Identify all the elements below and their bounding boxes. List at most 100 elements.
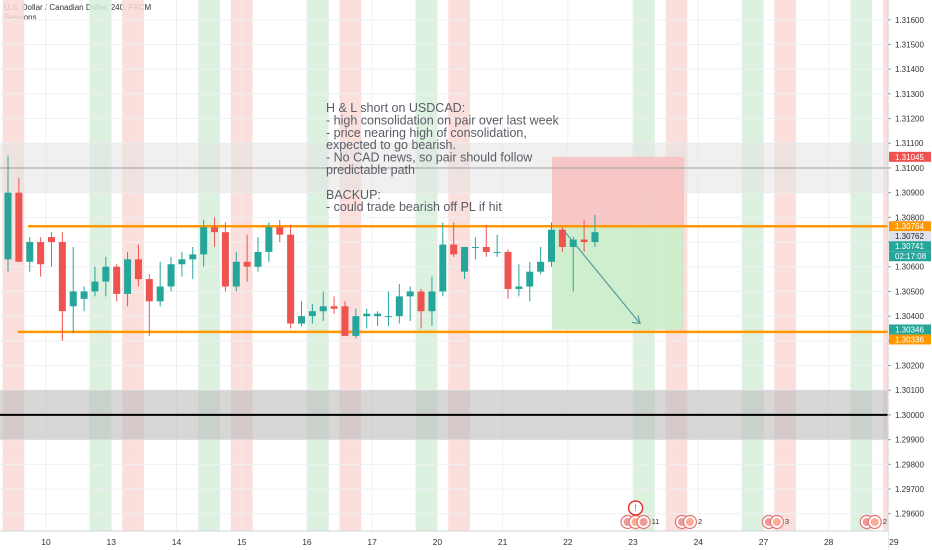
candle-body bbox=[232, 261, 240, 287]
event-flag bbox=[772, 518, 781, 526]
candle-body bbox=[58, 242, 66, 312]
candle-body bbox=[569, 239, 577, 247]
candle-body bbox=[15, 192, 23, 262]
candle-body bbox=[504, 251, 512, 289]
price-tick-label: 1.31300 bbox=[895, 90, 924, 99]
session-band bbox=[774, 0, 797, 531]
candle-body bbox=[178, 259, 186, 265]
candle-body bbox=[461, 246, 469, 272]
candle-body bbox=[341, 306, 349, 336]
candle-body bbox=[200, 227, 208, 255]
time-tick-label: 17 bbox=[367, 537, 377, 547]
candle-body bbox=[124, 259, 132, 294]
price-axis: 1.31600 1.31500 1.31400 1.31300 1.31200 1.311… bbox=[887, 0, 932, 550]
note-line: BACKUP: bbox=[326, 188, 381, 202]
candle-body bbox=[156, 286, 164, 302]
note-line: - No CAD news, so pair should follow bbox=[326, 151, 533, 165]
time-tick-label: 28 bbox=[824, 537, 834, 547]
price-tick-label: 1.31500 bbox=[895, 40, 924, 49]
candle-body bbox=[319, 306, 327, 312]
price-tick-label: 1.31100 bbox=[895, 139, 924, 148]
session-band bbox=[415, 0, 438, 531]
candle-body bbox=[254, 251, 262, 267]
price-tick-label: 1.31200 bbox=[895, 115, 924, 124]
candle-body bbox=[591, 232, 599, 243]
time-tick-label: 14 bbox=[172, 537, 182, 547]
price-tick-label: 1.29800 bbox=[895, 460, 924, 469]
time-axis-bg bbox=[0, 531, 888, 550]
candle-body bbox=[287, 234, 295, 324]
candle-body bbox=[526, 271, 534, 287]
horizontal-lines bbox=[0, 167, 888, 416]
candle-body bbox=[243, 261, 251, 267]
time-tick-label: 29 bbox=[889, 537, 899, 547]
candle-body bbox=[26, 242, 34, 262]
candle-body bbox=[537, 261, 545, 272]
price-tag-text: 1.30336 bbox=[895, 335, 924, 344]
event-count: 3 bbox=[785, 517, 789, 526]
price-tick-label: 1.31000 bbox=[895, 164, 924, 173]
candle-body bbox=[265, 227, 273, 252]
projection-arrowhead bbox=[631, 315, 641, 325]
price-tag bbox=[889, 151, 931, 162]
candle-body bbox=[69, 291, 77, 307]
event-count: 2 bbox=[883, 517, 887, 526]
time-tick-label: 13 bbox=[107, 537, 117, 547]
stop-loss-zone bbox=[552, 156, 684, 227]
price-tick-label: 1.31600 bbox=[895, 16, 924, 25]
note-line: predictable path bbox=[326, 163, 415, 177]
price-tag-text: 1.30741 bbox=[895, 242, 924, 251]
candle-body bbox=[37, 242, 45, 265]
event-flag bbox=[870, 518, 879, 526]
price-tick-label: 1.29700 bbox=[895, 485, 924, 494]
time-tick-label: 22 bbox=[563, 537, 573, 547]
candle-body bbox=[330, 306, 338, 309]
candle-body bbox=[450, 244, 458, 255]
event-flag bbox=[685, 518, 694, 526]
price-tick-label: 1.30500 bbox=[895, 287, 924, 296]
price-tag-text: 1.30762 bbox=[895, 232, 924, 241]
price-tag bbox=[889, 334, 931, 345]
time-axis: 10 13 14 15 16 17 20 21 22 23 24 27 28 29 bbox=[0, 530, 899, 550]
price-tick-label: 1.29600 bbox=[895, 510, 924, 519]
event-alert-icon bbox=[627, 500, 644, 516]
session-band bbox=[89, 0, 112, 531]
price-tag-text: 1.30764 bbox=[895, 222, 924, 231]
price-tag-text: 1.30346 bbox=[895, 325, 924, 334]
time-tick-label: 23 bbox=[628, 537, 638, 547]
time-tick-label: 21 bbox=[498, 537, 508, 547]
price-axis-bg bbox=[888, 0, 932, 550]
candle-body bbox=[580, 239, 588, 243]
candle-body bbox=[515, 286, 523, 289]
candle-body bbox=[384, 316, 392, 318]
candle-body bbox=[113, 266, 121, 294]
time-tick-label: 24 bbox=[694, 537, 704, 547]
countdown-tag bbox=[889, 251, 931, 262]
candle-body bbox=[102, 266, 110, 282]
price-tick-label: 1.30200 bbox=[895, 362, 924, 371]
candle-body bbox=[47, 237, 55, 243]
price-tick-label: 1.30000 bbox=[895, 411, 924, 420]
candle-body bbox=[352, 316, 360, 336]
candle-body bbox=[145, 279, 153, 302]
candle-body bbox=[395, 296, 403, 317]
candle-body bbox=[297, 316, 305, 324]
price-tick-label: 1.29900 bbox=[895, 436, 924, 445]
candle-body bbox=[167, 264, 175, 287]
time-tick-label: 15 bbox=[237, 537, 247, 547]
note-line: - could trade bearish off PL if hit bbox=[326, 200, 502, 214]
price-tick-label: 1.30800 bbox=[895, 213, 924, 222]
candle-body bbox=[374, 313, 382, 317]
candle-body bbox=[91, 281, 99, 292]
time-tick-label: 27 bbox=[759, 537, 769, 547]
event-count: 11 bbox=[652, 517, 660, 526]
session-band bbox=[2, 0, 25, 531]
event-alert-mark: ! bbox=[634, 503, 637, 513]
time-tick-label: 20 bbox=[433, 537, 443, 547]
candle-body bbox=[428, 291, 436, 312]
price-tick-label: 1.30600 bbox=[895, 263, 924, 272]
candle-body bbox=[482, 246, 490, 252]
price-tag bbox=[889, 221, 931, 232]
